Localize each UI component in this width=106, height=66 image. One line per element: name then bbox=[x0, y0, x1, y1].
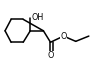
Text: OH: OH bbox=[31, 13, 44, 22]
Text: O: O bbox=[47, 51, 54, 60]
Text: O: O bbox=[60, 32, 67, 41]
